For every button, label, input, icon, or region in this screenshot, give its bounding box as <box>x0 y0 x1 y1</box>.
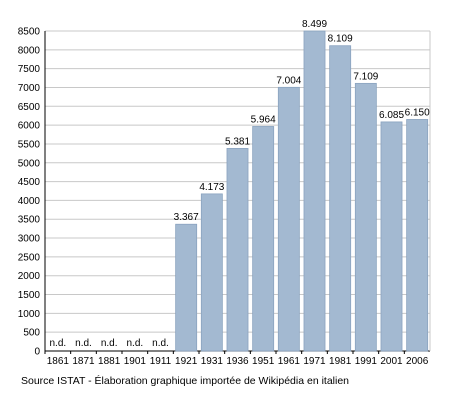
data-label: n.d. <box>49 338 66 349</box>
source-note: Source ISTAT - Élaboration graphique imp… <box>21 375 350 387</box>
y-tick-label: 6500 <box>18 102 41 113</box>
y-tick-label: 500 <box>23 328 40 339</box>
y-tick-label: 1000 <box>18 309 41 320</box>
data-label: n.d. <box>101 338 118 349</box>
y-tick-label: 3000 <box>18 234 41 245</box>
y-tick-label: 1500 <box>18 290 41 301</box>
y-tick-label: 0 <box>34 347 40 358</box>
x-tick-label: 1936 <box>226 356 249 367</box>
x-tick-label: 2001 <box>380 356 403 367</box>
x-tick-label: 1921 <box>175 356 198 367</box>
x-tick-label: 1901 <box>124 356 147 367</box>
bar <box>175 223 198 352</box>
bar <box>354 82 377 352</box>
x-tick-label: 1951 <box>252 356 275 367</box>
data-label: 3.367 <box>174 212 199 223</box>
x-tick-label: 1871 <box>72 356 95 367</box>
y-tick-label: 5000 <box>18 158 41 169</box>
x-tick-label: 1861 <box>47 356 70 367</box>
data-label: 5.964 <box>251 114 276 125</box>
x-tick-label: 1981 <box>329 356 352 367</box>
y-tick-label: 2500 <box>18 252 41 263</box>
y-tick-label: 7000 <box>18 83 41 94</box>
bar <box>329 45 352 352</box>
y-tick-label: 2000 <box>18 271 41 282</box>
y-tick-label: 8000 <box>18 45 41 56</box>
data-label: 6.150 <box>405 107 430 118</box>
data-label: n.d. <box>126 338 143 349</box>
y-tick-label: 5500 <box>18 139 41 150</box>
y-tick-label: 4500 <box>18 177 41 188</box>
data-label: 8.109 <box>328 34 353 45</box>
y-tick-label: 6000 <box>18 121 41 132</box>
bar <box>380 121 403 352</box>
x-tick-label: 1931 <box>201 356 224 367</box>
x-tick-label: 1911 <box>150 356 172 367</box>
bar <box>406 119 429 352</box>
y-tick-label: 7500 <box>18 64 41 75</box>
x-tick-label: 1881 <box>98 356 121 367</box>
bar <box>226 148 249 352</box>
bar <box>277 86 300 352</box>
data-label: n.d. <box>152 338 169 349</box>
data-label: n.d. <box>75 338 92 349</box>
bar <box>200 193 223 352</box>
data-label: 5.381 <box>225 136 250 147</box>
y-tick-label: 8500 <box>18 27 41 38</box>
data-label: 7.004 <box>276 75 301 86</box>
bar <box>303 30 326 352</box>
x-tick-label: 1961 <box>278 356 301 367</box>
bar <box>252 126 275 352</box>
x-tick-label: 2006 <box>406 356 429 367</box>
y-tick-label: 3500 <box>18 215 41 226</box>
data-label: 7.109 <box>353 71 378 82</box>
y-tick-label: 4000 <box>18 196 41 207</box>
data-label: 8.499 <box>302 19 327 30</box>
data-label: 4.173 <box>199 182 224 193</box>
data-label: 6.085 <box>379 110 404 121</box>
x-tick-label: 1991 <box>355 356 378 367</box>
x-tick-label: 1971 <box>303 356 326 367</box>
